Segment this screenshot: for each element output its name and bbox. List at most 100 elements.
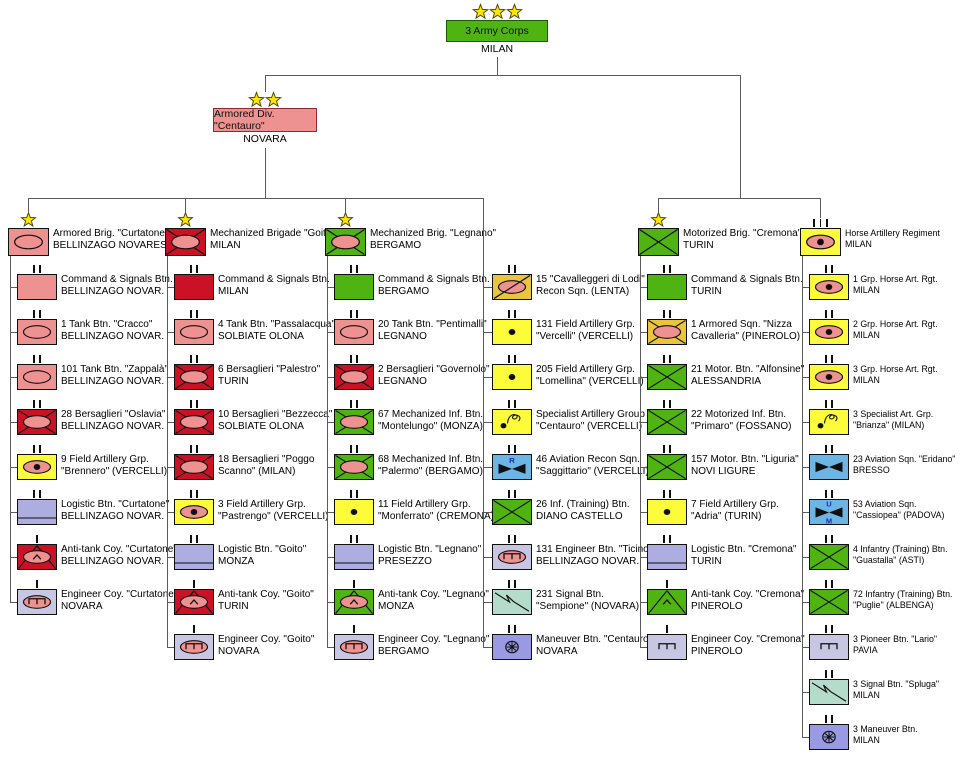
svg-text:M: M [826, 517, 832, 524]
unit-name: Anti-tank Coy. "Legnano" [378, 588, 489, 600]
infantry-icon [810, 545, 848, 569]
unit-size-marks [514, 444, 516, 453]
connector-line [327, 422, 334, 423]
unit-size-marks [508, 624, 510, 633]
unit-name: Armored Brig. "Curtatone" [53, 227, 169, 239]
unit-name: 11 Field Artillery Grp. [378, 498, 471, 510]
unit-location: BELLINZAGO NOVAR. [61, 555, 165, 567]
unit-size-marks [819, 218, 822, 227]
unit-size-marks [39, 444, 41, 453]
unit-size-marks [356, 309, 358, 318]
connector-line [802, 692, 809, 693]
unit-location: SOLBIATE OLONA [218, 330, 304, 342]
unit-name: Engineer Coy. "Goito" [218, 633, 315, 645]
unit-symbol-box [638, 228, 679, 256]
connector-line [740, 75, 741, 199]
connector-line [640, 256, 641, 647]
unit-name: 3 Signal Btn. "Spluga" [853, 678, 939, 689]
unit-name: 10 Bersaglieri "Bezzecca" [218, 408, 333, 420]
rank-star-icon [650, 211, 667, 228]
connector-line [802, 422, 809, 423]
anti-tank-icon [335, 590, 373, 614]
self-propelled-artillery-icon [814, 370, 844, 384]
unit-location: "Vercelli" (VERCELLI) [536, 330, 634, 342]
connector-line [802, 557, 809, 558]
unit-size-marks [663, 309, 665, 318]
unit-label: 2 Bersaglieri "Governolo" LEGNANO [378, 364, 490, 388]
armor-icon [22, 325, 52, 339]
unit-location: PINEROLO [691, 645, 743, 657]
mechanized-infantry-icon [18, 410, 56, 434]
unit-location: "Adria" (TURIN) [691, 510, 762, 522]
unit-name: 4 Infantry (Training) Btn. [853, 543, 948, 554]
unit-size-marks [350, 489, 352, 498]
rank-star-icon [337, 211, 354, 228]
logistics-icon [175, 562, 213, 564]
unit-location: "Primaro" (FOSSANO) [691, 420, 792, 432]
unit-symbol-box [165, 228, 206, 256]
unit-name: Anti-tank Coy. "Cremona" [691, 588, 805, 600]
unit-label: 1 Tank Btn. "Cracco" BELLINZAGO NOVAR. [61, 319, 164, 343]
unit-label: 1 Armored Sqn. "Nizza Cavalleria" (PINERO… [691, 319, 800, 343]
connector-line [327, 647, 334, 648]
hq-box: 3 Army Corps [446, 20, 548, 42]
connector-line [497, 57, 498, 76]
unit-size-marks [831, 534, 833, 543]
mechanized-infantry-icon [175, 365, 213, 389]
unit-location: BERGAMO [378, 645, 430, 657]
unit-size-marks [831, 444, 833, 453]
self-propelled-artillery-icon [179, 505, 209, 519]
connector-line [265, 75, 741, 76]
unit-label: Anti-tank Coy. "Goito" TURIN [218, 589, 314, 613]
connector-line [802, 467, 809, 468]
unit-name: 1 Grp. Horse Art. Rgt. [853, 273, 938, 284]
unit-symbol-box [800, 228, 841, 256]
unit-symbol-box [809, 589, 849, 615]
unit-name: 26 Inf. (Training) Btn. [536, 498, 630, 510]
unit-label: Command & Signals Btn. BELLINZAGO NOVAR. [61, 274, 173, 298]
unit-size-marks [663, 399, 665, 408]
unit-size-marks [33, 309, 35, 318]
unit-label: 20 Tank Btn. "Pentimalli" LEGNANO [378, 319, 487, 343]
svg-text:R: R [509, 456, 515, 465]
unit-size-marks [514, 264, 516, 273]
unit-location: LEGNANO [378, 375, 427, 387]
connector-line [820, 198, 821, 218]
unit-symbol-box [492, 589, 532, 615]
hq-box: Armored Div. "Centauro" [213, 108, 317, 132]
connector-line [802, 647, 809, 648]
unit-symbol-box [174, 589, 214, 615]
unit-name: 1 Armored Sqn. "Nizza [691, 318, 792, 330]
unit-location: BELLINZAGO NOVAR. [536, 555, 640, 567]
connector-line [802, 287, 809, 288]
unit-symbol-box [809, 409, 849, 435]
unit-name: Command & Signals Btn. [218, 273, 330, 285]
unit-name: Logistic Btn. "Cremona" [691, 543, 797, 555]
unit-label: 4 Infantry (Training) Btn. "Guastalla" (A… [853, 544, 948, 566]
unit-name: 101 Tank Btn. "Zappalà" [61, 363, 168, 375]
anti-tank-icon [175, 590, 213, 614]
unit-location: "Saggittario" (VERCELLI) [536, 465, 649, 477]
unit-size-marks [669, 489, 671, 498]
unit-location: TURIN [218, 375, 249, 387]
unit-name: 2 Bersaglieri "Governolo" [378, 363, 490, 375]
plain-unit-icon [18, 275, 56, 299]
hq-name: 3 Army Corps [465, 25, 529, 37]
unit-symbol-box [17, 544, 57, 570]
anti-tank-icon [648, 590, 686, 614]
unit-location: MILAN [218, 285, 249, 297]
connector-line [10, 287, 17, 288]
plain-unit-icon [335, 275, 373, 299]
connector-line [640, 422, 647, 423]
unit-symbol-box [174, 499, 214, 525]
unit-name: 22 Motorized Inf. Btn. [691, 408, 787, 420]
connector-line [483, 287, 492, 288]
unit-size-marks [514, 534, 516, 543]
mechanized-infantry-icon [335, 410, 373, 434]
unit-label: Logistic Btn. "Legnano" PRESEZZO [378, 544, 481, 568]
unit-label: Anti-tank Coy. "Cremona" PINEROLO [691, 589, 804, 613]
armor-icon [179, 325, 209, 339]
unit-location: MILAN [853, 374, 880, 385]
unit-name: 205 Field Artillery Grp. [536, 363, 635, 375]
